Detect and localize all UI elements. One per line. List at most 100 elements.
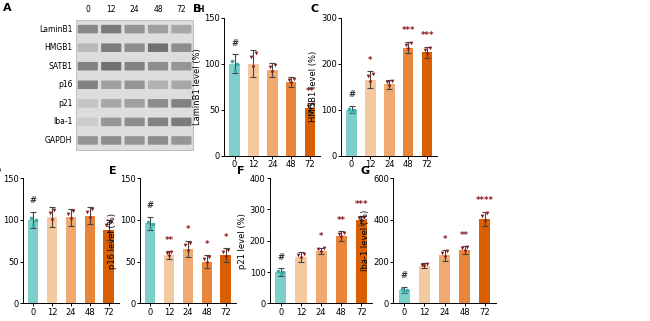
- FancyBboxPatch shape: [78, 136, 98, 145]
- Bar: [28, 220, 38, 303]
- Point: [307, 102, 318, 107]
- Point: [305, 107, 315, 112]
- FancyBboxPatch shape: [78, 43, 98, 52]
- Point: [246, 55, 256, 60]
- Text: 48: 48: [153, 5, 162, 14]
- FancyBboxPatch shape: [172, 136, 192, 145]
- Point: [28, 223, 38, 228]
- FancyBboxPatch shape: [172, 62, 192, 71]
- Point: [406, 41, 416, 46]
- FancyBboxPatch shape: [125, 43, 145, 52]
- Text: 12: 12: [107, 5, 116, 14]
- FancyBboxPatch shape: [101, 25, 122, 33]
- Point: [482, 211, 493, 216]
- Point: [44, 210, 55, 215]
- FancyBboxPatch shape: [78, 25, 98, 33]
- Point: [422, 51, 432, 56]
- Y-axis label: p16 level (%): p16 level (%): [108, 213, 117, 269]
- Bar: [384, 84, 395, 156]
- Bar: [315, 251, 327, 303]
- Point: [368, 71, 378, 76]
- Text: p16: p16: [58, 80, 72, 89]
- FancyBboxPatch shape: [101, 81, 122, 89]
- Bar: [439, 256, 450, 303]
- Bar: [229, 64, 240, 156]
- FancyBboxPatch shape: [125, 25, 145, 33]
- Point: [202, 261, 212, 266]
- Point: [442, 249, 452, 254]
- FancyBboxPatch shape: [148, 62, 168, 71]
- Point: [164, 253, 174, 258]
- Bar: [356, 221, 367, 303]
- Point: [419, 47, 430, 52]
- Text: ***: ***: [355, 200, 368, 210]
- Bar: [346, 110, 357, 156]
- FancyBboxPatch shape: [125, 99, 145, 108]
- FancyBboxPatch shape: [101, 62, 122, 71]
- Point: [185, 240, 196, 245]
- Bar: [183, 249, 193, 303]
- Bar: [276, 272, 287, 303]
- Point: [84, 215, 95, 221]
- Point: [480, 218, 490, 223]
- Point: [180, 243, 190, 248]
- Point: [424, 46, 435, 51]
- Point: [82, 209, 92, 214]
- Text: ***: ***: [402, 26, 415, 35]
- Point: [66, 217, 76, 222]
- Text: #: #: [231, 39, 238, 48]
- Point: [101, 223, 111, 228]
- Text: C: C: [311, 4, 318, 14]
- Point: [289, 76, 299, 81]
- Text: A: A: [3, 4, 12, 13]
- Point: [402, 287, 412, 292]
- Point: [349, 107, 359, 112]
- Bar: [248, 64, 259, 156]
- Text: #: #: [278, 253, 284, 262]
- FancyBboxPatch shape: [78, 99, 98, 108]
- Text: F: F: [237, 166, 244, 176]
- Point: [359, 214, 369, 220]
- Text: ***: ***: [421, 31, 434, 40]
- Text: *: *: [369, 56, 372, 65]
- Point: [204, 254, 214, 259]
- Bar: [305, 108, 315, 156]
- FancyBboxPatch shape: [101, 43, 122, 52]
- FancyBboxPatch shape: [101, 99, 122, 108]
- Text: **: **: [337, 216, 346, 225]
- Bar: [365, 80, 376, 156]
- Point: [462, 245, 473, 250]
- Bar: [335, 236, 347, 303]
- Point: [142, 219, 153, 224]
- Bar: [286, 82, 296, 156]
- Point: [223, 247, 233, 253]
- Point: [354, 216, 364, 221]
- Point: [318, 246, 329, 251]
- Point: [302, 103, 313, 108]
- FancyBboxPatch shape: [125, 81, 145, 89]
- Bar: [76, 20, 193, 150]
- Point: [422, 261, 432, 266]
- Point: [218, 249, 228, 255]
- Point: [356, 219, 367, 224]
- Y-axis label: LaminB1 level (%): LaminB1 level (%): [192, 48, 202, 125]
- Point: [382, 80, 392, 85]
- FancyBboxPatch shape: [148, 25, 168, 33]
- Point: [232, 62, 242, 67]
- Bar: [479, 219, 490, 303]
- FancyBboxPatch shape: [172, 117, 192, 126]
- Point: [437, 250, 447, 256]
- FancyBboxPatch shape: [125, 117, 145, 126]
- Text: *: *: [443, 235, 447, 244]
- Text: *: *: [205, 240, 209, 249]
- Point: [396, 286, 407, 291]
- Y-axis label: HMGB1 level (%): HMGB1 level (%): [309, 51, 318, 122]
- Bar: [267, 70, 278, 156]
- Text: HMGB1: HMGB1: [44, 43, 72, 52]
- Bar: [422, 52, 432, 156]
- Bar: [459, 250, 470, 303]
- Point: [296, 256, 306, 261]
- Bar: [419, 266, 430, 303]
- Text: E: E: [109, 166, 116, 176]
- Text: #: #: [147, 201, 153, 210]
